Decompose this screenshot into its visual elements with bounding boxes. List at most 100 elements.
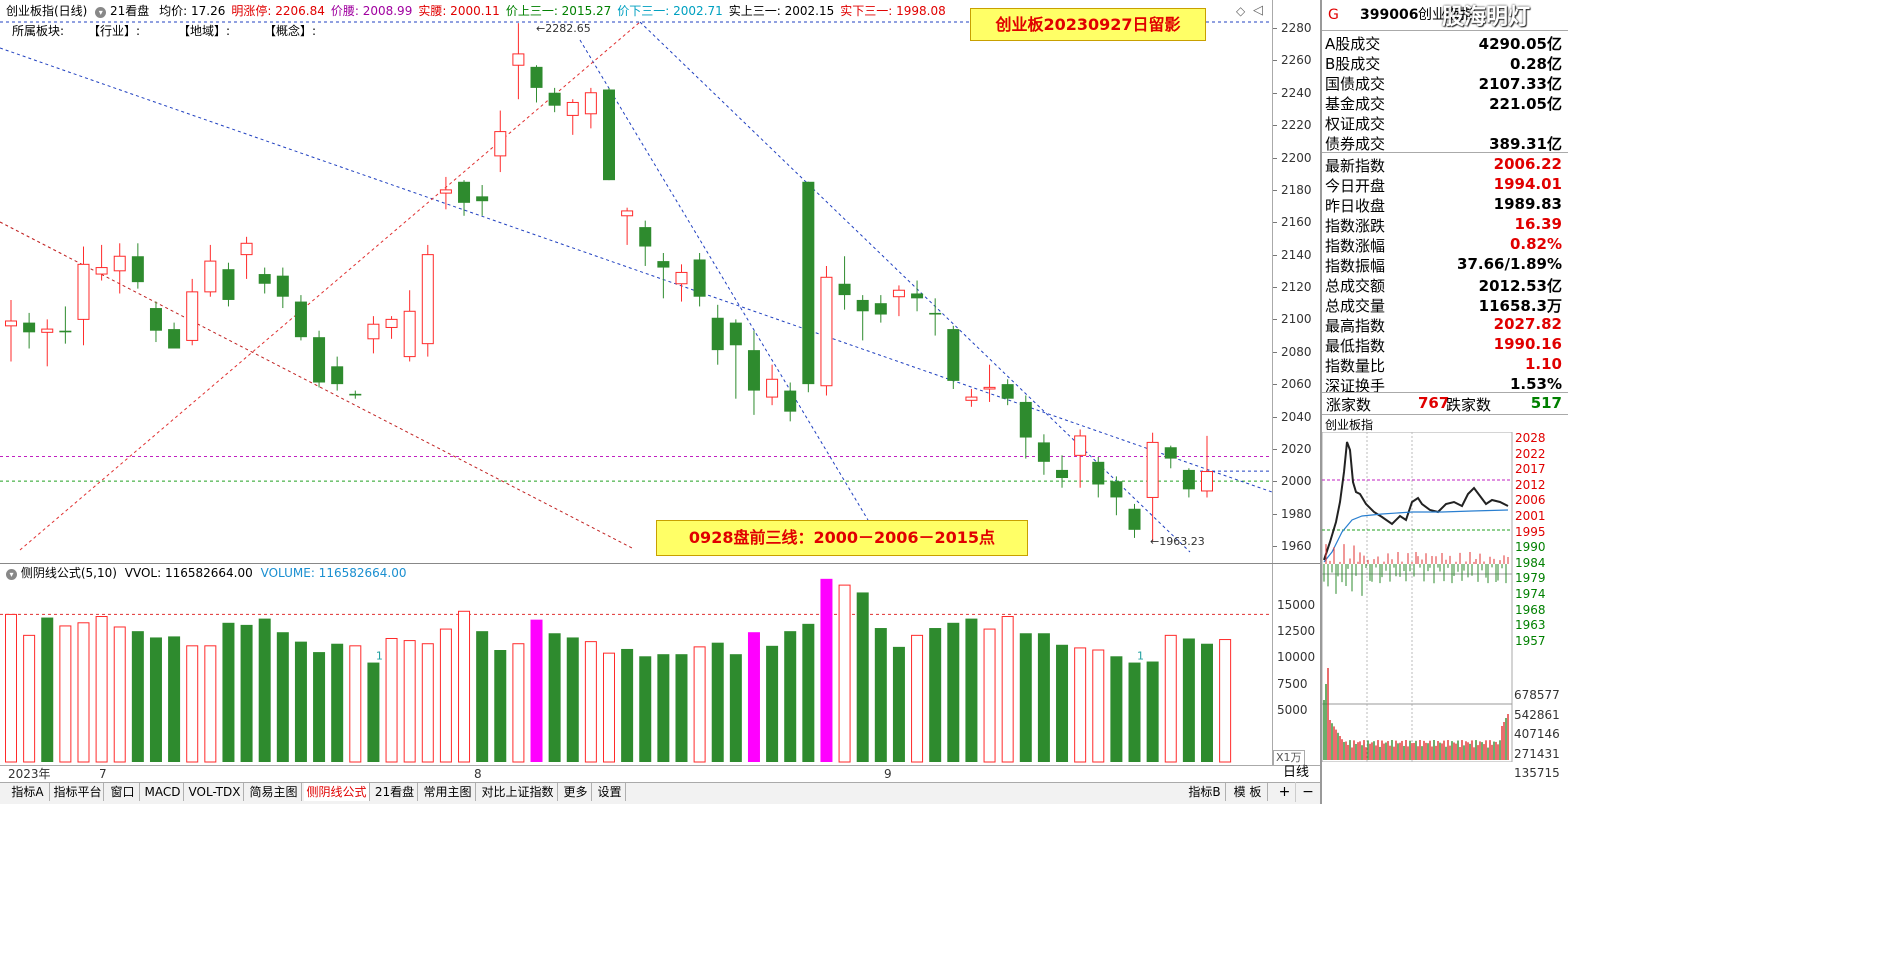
volume-bar[interactable]: [23, 634, 36, 763]
tab-4[interactable]: VOL-TDX: [186, 783, 244, 801]
volume-bar[interactable]: [95, 616, 108, 763]
volume-bar[interactable]: [802, 623, 815, 762]
volume-bar[interactable]: [494, 650, 507, 762]
candle[interactable]: [294, 295, 307, 341]
volume-bar[interactable]: [385, 637, 398, 763]
candle[interactable]: [439, 176, 452, 210]
candle[interactable]: [1164, 445, 1177, 469]
volume-bar[interactable]: [1001, 616, 1014, 763]
volume-bar[interactable]: [838, 584, 851, 763]
zoom-out-button[interactable]: −: [1302, 784, 1314, 800]
candle[interactable]: [421, 244, 434, 357]
tab-3[interactable]: MACD: [142, 783, 184, 801]
tab-7[interactable]: 21看盘: [372, 783, 418, 801]
candle[interactable]: [1201, 435, 1213, 498]
volume-bar[interactable]: [41, 617, 54, 762]
volume-bar[interactable]: [874, 628, 887, 762]
candle[interactable]: [603, 87, 615, 181]
candle[interactable]: [729, 319, 742, 399]
collapse-icon[interactable]: ◁: [1253, 3, 1263, 18]
volume-bar[interactable]: [1128, 662, 1141, 762]
volume-bar[interactable]: [1164, 634, 1177, 763]
candle[interactable]: [95, 244, 108, 281]
candle[interactable]: [657, 253, 670, 299]
candle[interactable]: [911, 280, 924, 312]
candle[interactable]: [385, 316, 398, 339]
indicator-dropdown-icon[interactable]: ▾: [6, 569, 17, 580]
volume-bar[interactable]: [1219, 639, 1232, 763]
volume-bar[interactable]: [530, 619, 543, 762]
candle[interactable]: [403, 290, 416, 362]
volume-bar[interactable]: [240, 624, 253, 762]
volume-bar[interactable]: [59, 625, 72, 763]
diamond-icon[interactable]: ◇: [1236, 4, 1246, 18]
candle[interactable]: [1146, 432, 1159, 542]
volume-bar[interactable]: [458, 610, 471, 763]
volume-bar[interactable]: [566, 637, 579, 762]
volume-bar[interactable]: [294, 641, 307, 762]
volume-bar[interactable]: [403, 640, 416, 763]
candle[interactable]: [856, 295, 869, 341]
candle[interactable]: [367, 316, 380, 354]
tab-11[interactable]: 设置: [594, 783, 626, 801]
volume-bar[interactable]: [639, 656, 652, 762]
volume-bar[interactable]: [313, 652, 326, 762]
candle[interactable]: [675, 264, 688, 302]
candle[interactable]: [621, 207, 634, 245]
candle[interactable]: [59, 306, 72, 344]
tab-template[interactable]: 模 板: [1228, 783, 1268, 801]
volume-bar[interactable]: [621, 648, 634, 762]
candle[interactable]: [149, 301, 162, 343]
candle[interactable]: [766, 364, 779, 406]
volume-bar[interactable]: [820, 578, 833, 762]
volume-bar[interactable]: [149, 637, 162, 762]
candle[interactable]: [711, 304, 724, 365]
candle[interactable]: [313, 330, 326, 388]
candle[interactable]: [41, 319, 54, 367]
volume-bar[interactable]: [222, 622, 235, 762]
volume-bar[interactable]: [204, 645, 217, 763]
volume-bar[interactable]: [1182, 638, 1195, 762]
candle[interactable]: [1074, 429, 1087, 488]
tab-10[interactable]: 更多: [560, 783, 592, 801]
volume-bar[interactable]: [929, 628, 942, 762]
tab-1[interactable]: 指标平台: [52, 783, 104, 801]
chart-mode[interactable]: 21看盘: [110, 4, 150, 18]
volume-bar[interactable]: [421, 643, 434, 763]
candle[interactable]: [1092, 456, 1105, 498]
candle[interactable]: [548, 87, 561, 113]
candle[interactable]: [331, 356, 344, 391]
candle[interactable]: [784, 382, 797, 422]
candle[interactable]: [566, 99, 579, 135]
candle[interactable]: [530, 65, 543, 103]
candle[interactable]: [639, 220, 652, 266]
tab-indicator-b[interactable]: 指标B: [1184, 783, 1226, 801]
volume-bar[interactable]: [947, 622, 960, 762]
volume-bar[interactable]: [1201, 643, 1213, 762]
candle[interactable]: [349, 390, 362, 399]
candle[interactable]: [1056, 455, 1069, 488]
candle[interactable]: [494, 110, 507, 173]
intraday-mini-chart[interactable]: [1322, 432, 1514, 762]
candle[interactable]: [1037, 434, 1050, 475]
volume-bar[interactable]: [603, 652, 615, 763]
candle[interactable]: [965, 388, 978, 407]
candle[interactable]: [204, 244, 217, 297]
candle[interactable]: [747, 330, 760, 415]
volume-bar[interactable]: [77, 622, 90, 763]
tab-9[interactable]: 对比上证指数: [478, 783, 558, 801]
volume-bar[interactable]: [729, 654, 742, 762]
volume-bar[interactable]: [367, 662, 380, 762]
candle[interactable]: [693, 253, 706, 307]
candle[interactable]: [584, 87, 597, 129]
candle[interactable]: [947, 325, 960, 389]
volume-bar[interactable]: [439, 628, 452, 763]
candle[interactable]: [168, 322, 181, 349]
period-tab[interactable]: 日线: [1282, 765, 1309, 780]
volume-bar[interactable]: [1146, 661, 1159, 762]
candle[interactable]: [1128, 503, 1141, 538]
volume-bar[interactable]: [965, 618, 978, 762]
volume-bar[interactable]: [131, 631, 144, 762]
volume-bar[interactable]: [512, 643, 525, 763]
